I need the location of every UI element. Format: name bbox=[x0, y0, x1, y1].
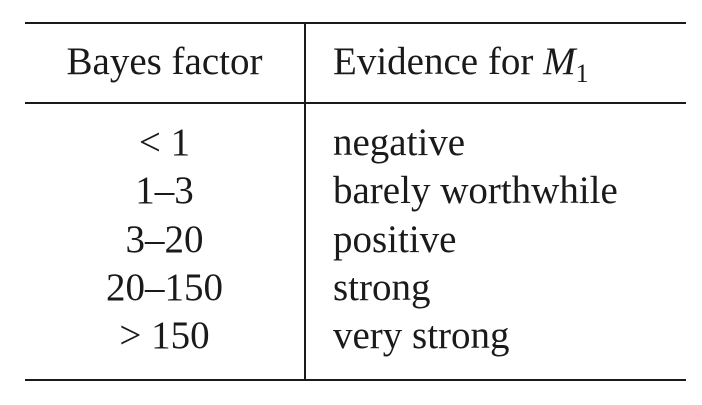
header-model-subscript: 1 bbox=[575, 59, 589, 88]
bottom-rule bbox=[25, 379, 686, 381]
row-5-factor: > 150 bbox=[119, 314, 210, 357]
bayes-factor-table: Bayes factor Evidence for M1 < 1 negativ… bbox=[25, 22, 686, 381]
top-rule bbox=[25, 22, 686, 24]
row-5-evidence: very strong bbox=[333, 314, 510, 357]
row-4-factor: 20–150 bbox=[106, 266, 223, 309]
row-1-factor: < 1 bbox=[138, 121, 191, 164]
row-1-evidence: negative bbox=[333, 121, 466, 164]
header-evidence: Evidence for M1 bbox=[333, 38, 589, 90]
header-bayes-factor: Bayes factor bbox=[66, 40, 263, 83]
header-evidence-text: Evidence for bbox=[333, 40, 544, 83]
row-3-evidence: positive bbox=[333, 218, 457, 261]
header-model-symbol: M bbox=[543, 40, 576, 83]
column-divider bbox=[304, 22, 306, 381]
row-4-evidence: strong bbox=[333, 266, 431, 309]
header-rule bbox=[25, 102, 686, 104]
row-3-factor: 3–20 bbox=[125, 218, 204, 261]
row-2-factor: 1–3 bbox=[135, 169, 194, 212]
row-2-evidence: barely worthwhile bbox=[333, 169, 618, 212]
